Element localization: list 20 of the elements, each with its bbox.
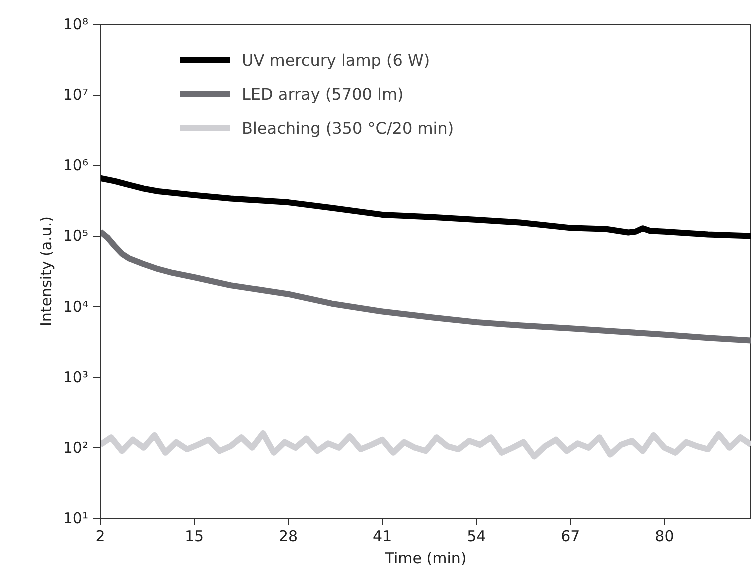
legend-label: Bleaching (350 °C/20 min) [242, 118, 454, 138]
x-tick-label: 41 [373, 528, 392, 546]
y-tick-label: 10⁷ [63, 86, 89, 104]
x-tick-label: 28 [279, 528, 298, 546]
y-tick-label: 10² [63, 438, 89, 457]
x-tick-label: 2 [96, 528, 106, 546]
y-tick-label: 10⁶ [63, 156, 89, 175]
x-axis-title: Time (min) [384, 550, 467, 568]
legend-label: LED array (5700 lm) [242, 84, 404, 104]
y-tick-label: 10⁵ [63, 227, 89, 246]
x-tick-label: 54 [467, 528, 486, 546]
y-tick-label: 10⁴ [63, 298, 89, 316]
y-axis-title: Intensity (a.u.) [37, 216, 56, 326]
x-tick-label: 15 [184, 528, 204, 546]
legend-label: UV mercury lamp (6 W) [242, 50, 430, 70]
y-tick-label: 10⁸ [63, 16, 89, 34]
x-tick-label: 67 [561, 528, 580, 546]
x-tick-label: 80 [655, 528, 674, 546]
y-tick-label: 10³ [63, 368, 89, 386]
y-tick-label: 10¹ [63, 510, 89, 528]
